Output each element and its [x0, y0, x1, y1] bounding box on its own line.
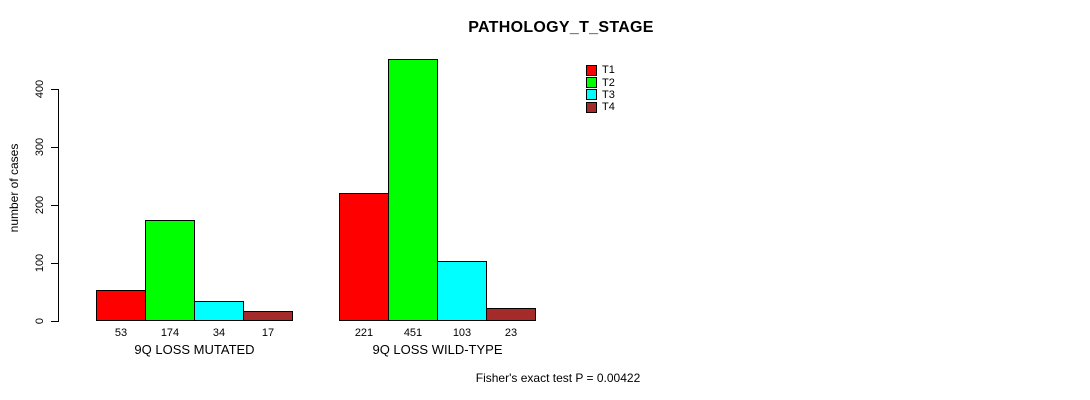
legend-item-t2: T2 [586, 76, 615, 89]
y-tick-mark [51, 320, 58, 322]
legend-item-t3: T3 [586, 89, 615, 101]
y-tick-mark [51, 146, 58, 148]
chart-title: PATHOLOGY_T_STAGE [468, 19, 654, 36]
bar-value-label: 103 [452, 327, 472, 339]
legend-label: T1 [602, 64, 615, 77]
x-group-label: 9Q LOSS MUTATED [134, 342, 255, 357]
y-tick-label: 400 [34, 79, 46, 99]
x-group-label: 9Q LOSS WILD-TYPE [372, 342, 503, 357]
bar-value-label: 451 [403, 327, 423, 339]
bar-t1-2 [339, 193, 389, 321]
bar-value-label: 53 [114, 327, 128, 339]
y-tick-label: 0 [34, 317, 46, 325]
legend-swatch-t2 [586, 77, 597, 89]
bar-value-label: 221 [354, 327, 374, 339]
bar-t3-1 [194, 301, 244, 321]
legend-label: T3 [602, 88, 615, 101]
legend-item-t1: T1 [586, 64, 615, 76]
bar-t1-1 [96, 290, 146, 321]
y-tick-mark [51, 204, 58, 206]
legend-swatch-t4 [586, 101, 597, 113]
bar-t4-1 [243, 311, 293, 321]
y-tick-label: 100 [34, 253, 46, 273]
bar-t2-2 [388, 59, 438, 321]
legend: T1 T2 T3 T4 [586, 64, 615, 114]
y-tick-label: 200 [34, 195, 46, 215]
bar-value-label: 17 [261, 327, 275, 339]
y-tick-label: 300 [34, 137, 46, 157]
y-axis-title: number of cases [7, 143, 21, 233]
bar-t3-2 [437, 261, 487, 321]
legend-label: T4 [602, 101, 615, 114]
y-tick-mark [51, 262, 58, 264]
bar-value-label: 174 [160, 327, 180, 339]
bar-t4-2 [486, 308, 536, 321]
legend-item-t4: T4 [586, 101, 615, 113]
y-axis-line [58, 89, 59, 322]
legend-label: T2 [602, 76, 615, 89]
bar-t2-1 [145, 220, 195, 321]
legend-swatch-t1 [586, 64, 597, 76]
y-tick-mark [51, 88, 58, 90]
legend-swatch-t3 [586, 89, 597, 101]
bar-value-label: 34 [212, 327, 226, 339]
bar-value-label: 23 [504, 327, 518, 339]
statistical-test-annotation: Fisher's exact test P = 0.00422 [475, 371, 641, 385]
